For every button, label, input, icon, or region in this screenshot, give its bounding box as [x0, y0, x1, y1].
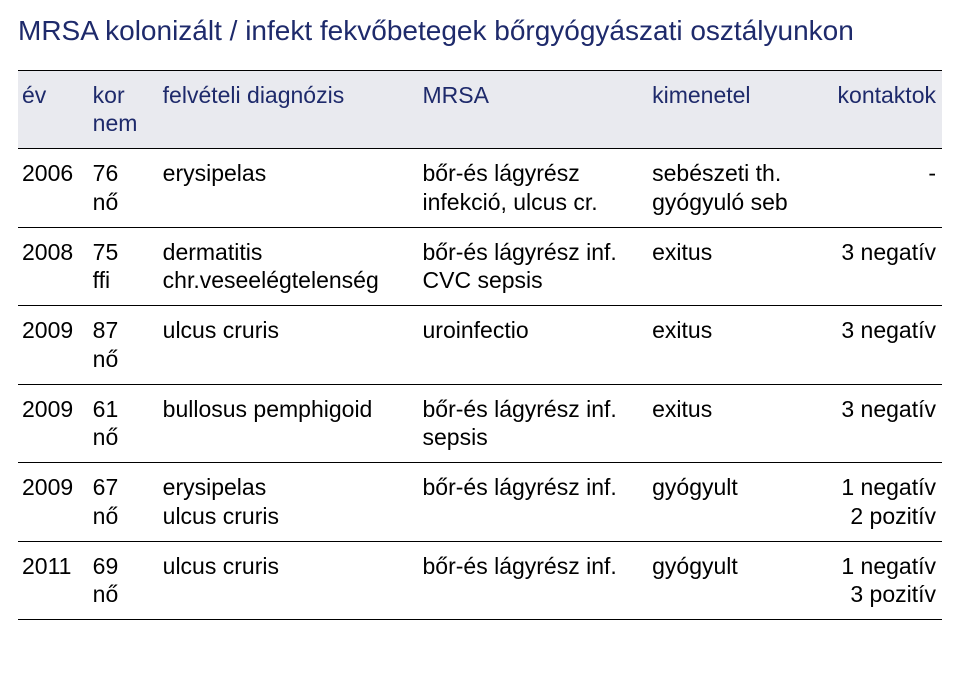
col-header-diagnozis: felvételi diagnózis	[159, 70, 419, 149]
table-row: 2008 75ffi dermatitischr.veseelégtelensé…	[18, 227, 942, 306]
cell-kor-nem: 87nő	[89, 306, 159, 385]
cell-kimenetel: exitus	[648, 306, 814, 385]
cell-kimenetel: gyógyult	[648, 541, 814, 620]
table-header-row: év kornem felvételi diagnózis MRSA kimen…	[18, 70, 942, 149]
cell-kimenetel: exitus	[648, 384, 814, 463]
cell-mrsa: bőr-és lágyrész inf.sepsis	[419, 384, 649, 463]
table-row: 2011 69nő ulcus cruris bőr-és lágyrész i…	[18, 541, 942, 620]
cell-ev: 2011	[18, 541, 89, 620]
mrsa-table: év kornem felvételi diagnózis MRSA kimen…	[18, 70, 942, 621]
table-body: 2006 76nő erysipelas bőr-és lágyrészinfe…	[18, 149, 942, 620]
col-header-kimenetel: kimenetel	[648, 70, 814, 149]
col-header-kontaktok: kontaktok	[814, 70, 942, 149]
page: MRSA kolonizált / infekt fekvőbetegek bő…	[0, 0, 960, 620]
cell-mrsa: bőr-és lágyrész inf.	[419, 541, 649, 620]
cell-kontaktok: 3 negatív	[814, 384, 942, 463]
cell-kontaktok: -	[814, 149, 942, 228]
cell-kor-nem: 61nő	[89, 384, 159, 463]
col-header-ev: év	[18, 70, 89, 149]
cell-mrsa: bőr-és lágyrész inf.	[419, 463, 649, 542]
cell-kor-nem: 69nő	[89, 541, 159, 620]
cell-kimenetel: gyógyult	[648, 463, 814, 542]
cell-kor-nem: 67nő	[89, 463, 159, 542]
cell-kontaktok: 1 negatív2 pozitív	[814, 463, 942, 542]
cell-mrsa: bőr-és lágyrész inf.CVC sepsis	[419, 227, 649, 306]
cell-mrsa: uroinfectio	[419, 306, 649, 385]
cell-kontaktok: 3 negatív	[814, 227, 942, 306]
cell-ev: 2006	[18, 149, 89, 228]
table-row: 2009 87nő ulcus cruris uroinfectio exitu…	[18, 306, 942, 385]
cell-kor-nem: 76nő	[89, 149, 159, 228]
cell-kimenetel: exitus	[648, 227, 814, 306]
cell-ev: 2008	[18, 227, 89, 306]
cell-kimenetel: sebészeti th.gyógyuló seb	[648, 149, 814, 228]
col-header-kor-nem: kornem	[89, 70, 159, 149]
cell-ev: 2009	[18, 384, 89, 463]
cell-ev: 2009	[18, 306, 89, 385]
cell-ev: 2009	[18, 463, 89, 542]
cell-diagnozis: ulcus cruris	[159, 306, 419, 385]
page-title: MRSA kolonizált / infekt fekvőbetegek bő…	[18, 14, 942, 48]
cell-diagnozis: erysipelas	[159, 149, 419, 228]
cell-kontaktok: 3 negatív	[814, 306, 942, 385]
cell-diagnozis: erysipelasulcus cruris	[159, 463, 419, 542]
col-header-mrsa: MRSA	[419, 70, 649, 149]
table-row: 2006 76nő erysipelas bőr-és lágyrészinfe…	[18, 149, 942, 228]
cell-diagnozis: dermatitischr.veseelégtelenség	[159, 227, 419, 306]
table-row: 2009 61nő bullosus pemphigoid bőr-és lág…	[18, 384, 942, 463]
cell-kor-nem: 75ffi	[89, 227, 159, 306]
cell-diagnozis: bullosus pemphigoid	[159, 384, 419, 463]
cell-mrsa: bőr-és lágyrészinfekció, ulcus cr.	[419, 149, 649, 228]
table-row: 2009 67nő erysipelasulcus cruris bőr-és …	[18, 463, 942, 542]
cell-kontaktok: 1 negatív3 pozitív	[814, 541, 942, 620]
cell-diagnozis: ulcus cruris	[159, 541, 419, 620]
